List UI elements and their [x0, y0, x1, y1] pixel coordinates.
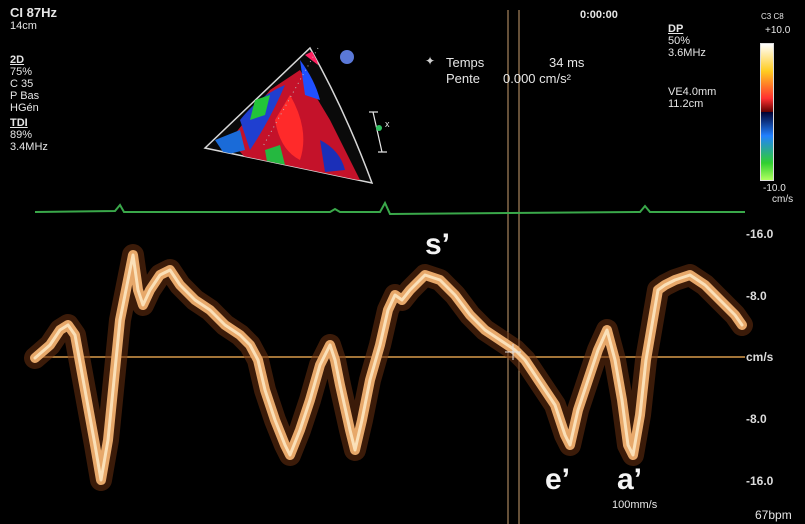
- scale-label-8-bottom: -8.0: [746, 412, 767, 426]
- depth-label: 14cm: [10, 20, 37, 32]
- harmonic-label: HGén: [10, 102, 39, 114]
- mode-tdi-label: TDI: [10, 117, 28, 129]
- sample-volume-label: VE4.0mm: [668, 86, 717, 98]
- mode-2d-label: 2D: [10, 54, 25, 66]
- pente-value: 0.000 cm/s²: [503, 71, 571, 86]
- gain-2d-label: 75%: [10, 66, 33, 78]
- scale-label-16-bottom: -16.0: [746, 474, 774, 488]
- sample-volume-icon: x: [369, 111, 390, 153]
- probe-marker-icon: [340, 50, 354, 64]
- heart-rate-label: 67bpm: [755, 508, 792, 522]
- colorbar-min-label: -10.0: [763, 183, 786, 194]
- a-prime-label: a’: [617, 463, 643, 496]
- temps-value: 34 ms: [549, 55, 585, 70]
- frame-rate-label: CI 87Hz: [10, 5, 57, 20]
- freq-dp-label: 3.6MHz: [668, 47, 706, 59]
- svg-text:x: x: [385, 119, 390, 129]
- temps-label: Temps: [446, 55, 485, 70]
- compression-label: C 35: [10, 78, 34, 90]
- s-prime-label: s’: [425, 228, 451, 261]
- gain-dp-label: 50%: [668, 35, 691, 47]
- velocity-colorbar: [760, 43, 774, 181]
- e-prime-label: e’: [545, 463, 571, 496]
- pente-label: Pente: [446, 71, 480, 86]
- sample-depth-label: 11.2cm: [668, 98, 704, 110]
- svg-text:✦: ✦: [425, 54, 435, 68]
- probe-label: C3 C8: [761, 12, 784, 21]
- mode-dp-label: DP: [668, 23, 684, 35]
- colorbar-unit-label: cm/s: [772, 194, 794, 205]
- clock-label: 0:00:00: [580, 9, 618, 21]
- gain-tdi-label: 89%: [10, 129, 33, 141]
- freq-tdi-label: 3.4MHz: [10, 141, 48, 153]
- persistence-label: P Bas: [10, 90, 40, 102]
- scale-label-8-top: -8.0: [746, 289, 767, 303]
- sweep-speed-label: 100mm/s: [612, 499, 658, 511]
- scale-label-16-top: -16.0: [746, 227, 774, 241]
- scale-unit-label: cm/s: [746, 350, 774, 364]
- colorbar-max-label: +10.0: [765, 25, 791, 36]
